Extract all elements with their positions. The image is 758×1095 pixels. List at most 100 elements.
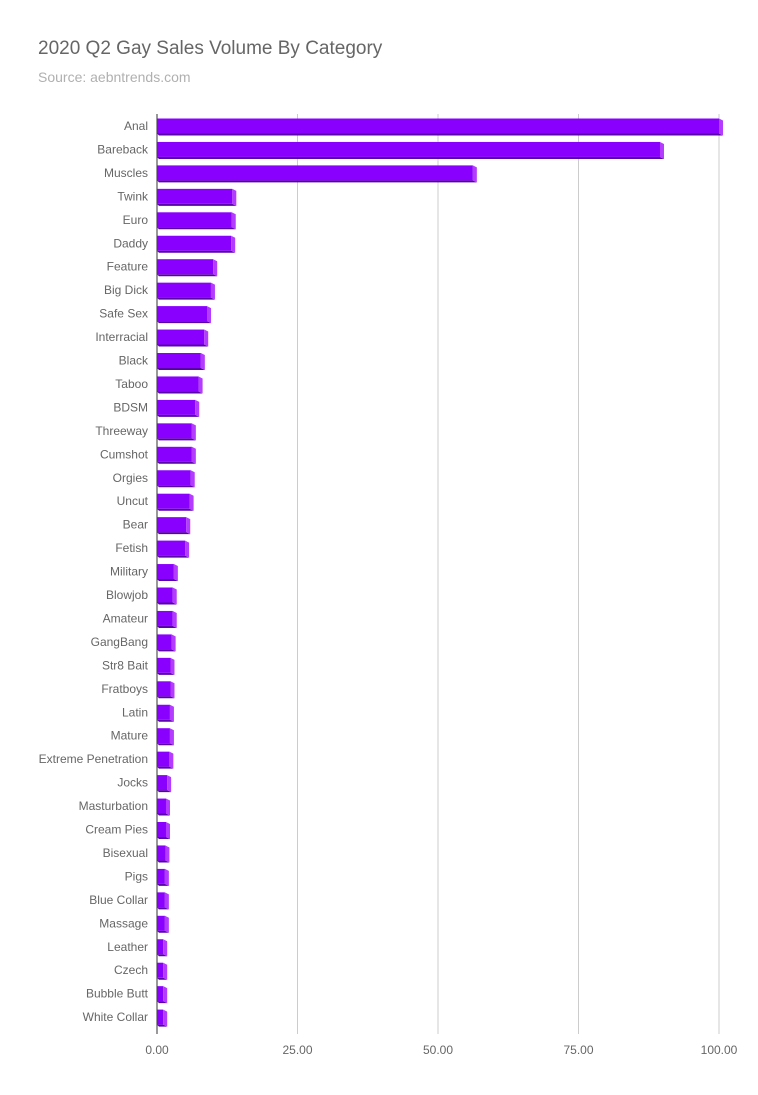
bar-side-face: [169, 728, 174, 746]
bar: [157, 822, 170, 839]
bar: [157, 751, 174, 769]
bar: [157, 634, 176, 652]
category-label: Fetish: [115, 541, 148, 555]
bar-front-face: [157, 329, 205, 345]
bar: [157, 470, 195, 488]
category-label: Bear: [123, 518, 148, 532]
bar-bottom-face: [157, 368, 205, 370]
bar-front-face: [157, 915, 165, 931]
bar-bottom-face: [157, 930, 169, 933]
bar-bottom-face: [157, 532, 191, 535]
category-label: Daddy: [113, 236, 148, 250]
bar-side-face: [231, 235, 236, 253]
bar-side-face: [189, 493, 194, 511]
bar-front-face: [157, 868, 165, 884]
category-label: Cumshot: [100, 447, 149, 461]
bar-bottom-face: [157, 696, 175, 699]
category-label: Feature: [107, 260, 149, 274]
bar: [157, 118, 723, 136]
bar: [157, 282, 215, 300]
category-label: Bubble Butt: [86, 987, 149, 1001]
bar-side-face: [195, 399, 200, 417]
bar: [157, 775, 172, 793]
bar-bottom-face: [157, 227, 236, 230]
bar-front-face: [157, 681, 171, 697]
category-label: Euro: [123, 213, 149, 227]
bar-side-face: [164, 868, 169, 886]
category-label: Bareback: [97, 142, 149, 156]
category-label: Fratboys: [101, 682, 148, 696]
bar-side-face: [659, 141, 664, 159]
bar-side-face: [169, 704, 174, 722]
bar-side-face: [186, 517, 191, 535]
category-label: Amateur: [103, 611, 148, 625]
bar: [157, 986, 168, 1004]
bar-side-face: [170, 657, 175, 675]
bar-side-face: [165, 798, 170, 816]
bar: [157, 728, 174, 746]
bar-front-face: [157, 493, 190, 509]
bar: [157, 329, 209, 347]
bar-side-face: [232, 188, 237, 206]
bar-bottom-face: [157, 907, 169, 910]
bar-bottom-face: [157, 156, 664, 159]
category-labels: Anal Bareback Muscles Twink Euro Daddy Feature…: [39, 119, 149, 1024]
bar-front-face: [157, 259, 214, 275]
category-label: Threeway: [95, 424, 148, 438]
x-tick-label: 50.00: [423, 1043, 453, 1057]
category-label: White Collar: [83, 1010, 148, 1024]
bar-side-face: [191, 446, 196, 464]
bar-side-face: [204, 329, 209, 347]
category-label: Taboo: [115, 377, 148, 391]
bar-bottom-face: [157, 250, 236, 253]
bar-bottom-face: [157, 649, 176, 652]
bar-bottom-face: [157, 1001, 168, 1004]
bar-bottom-face: [157, 438, 196, 441]
bar-side-face: [173, 564, 178, 582]
bar: [157, 892, 169, 910]
bar: [157, 423, 196, 441]
bar-bottom-face: [157, 508, 194, 511]
bar-front-face: [157, 306, 208, 322]
category-label: Blowjob: [106, 588, 148, 602]
bar: [157, 165, 477, 183]
bar-front-face: [157, 587, 173, 603]
bar-front-face: [157, 470, 191, 486]
category-label: Anal: [124, 119, 148, 133]
bar-front-face: [157, 353, 201, 368]
bar-side-face: [200, 353, 205, 370]
bar-bottom-face: [157, 860, 170, 863]
gridlines: [156, 114, 720, 1034]
bar: [157, 564, 178, 582]
bar-bottom-face: [157, 743, 174, 746]
bar-front-face: [157, 188, 233, 204]
bar: [157, 657, 175, 675]
bar-side-face: [163, 986, 168, 1004]
bar-front-face: [157, 235, 232, 251]
bar: [157, 962, 168, 980]
category-label: Safe Sex: [99, 307, 148, 321]
bar: [157, 353, 205, 370]
bar-side-face: [163, 1009, 168, 1027]
chart-subtitle: Source: aebntrends.com: [38, 69, 191, 85]
bar-bottom-face: [157, 391, 203, 394]
bar-side-face: [207, 306, 212, 324]
bar: [157, 610, 177, 628]
bar-side-face: [165, 822, 170, 839]
bar-side-face: [163, 939, 168, 957]
x-axis-tick-labels: 0.00 25.00 50.00 75.00 100.00: [145, 1043, 737, 1057]
bar-side-face: [169, 751, 174, 769]
x-tick-label: 25.00: [282, 1043, 312, 1057]
category-label: Twink: [117, 189, 149, 203]
bar-side-face: [472, 165, 477, 183]
bar-side-face: [167, 775, 172, 793]
bar-bottom-face: [157, 625, 177, 628]
bar-front-face: [157, 892, 165, 908]
bar-bottom-face: [157, 719, 174, 722]
category-label: Pigs: [125, 869, 148, 883]
bar-front-face: [157, 704, 170, 720]
bar-front-face: [157, 118, 719, 134]
category-label: Blue Collar: [89, 893, 148, 907]
bar-front-face: [157, 517, 187, 533]
bar-bottom-face: [157, 555, 190, 558]
